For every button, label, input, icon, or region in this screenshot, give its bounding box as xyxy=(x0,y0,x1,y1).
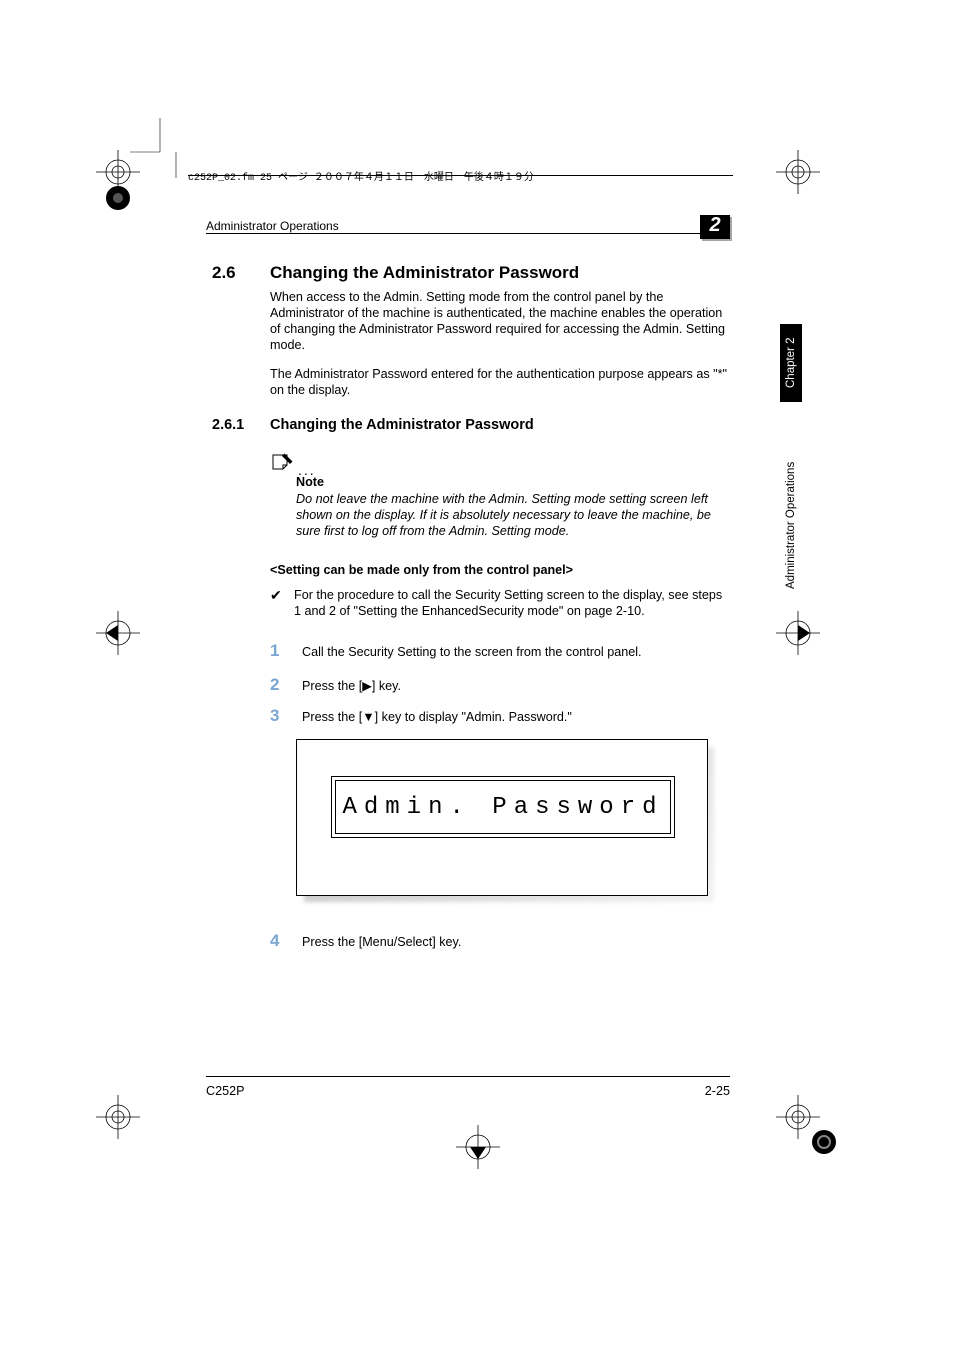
footer-rule xyxy=(206,1076,730,1077)
step-4-num: 4 xyxy=(270,931,279,951)
reg-mark-top-solid xyxy=(104,184,148,228)
reg-mark-bot-right-solid xyxy=(810,1128,854,1172)
step-3-num: 3 xyxy=(270,706,279,726)
frame-info: c252P_02.fm 25 ページ ２００７年４月１１日 水曜日 午後４時１９… xyxy=(188,168,733,186)
note-icon xyxy=(270,452,294,477)
frame-info-rule xyxy=(188,175,733,176)
check-text: For the procedure to call the Security S… xyxy=(294,587,732,619)
section-header: Administrator Operations 2 xyxy=(206,219,730,233)
step-2-text: Press the [▶] key. xyxy=(302,678,732,694)
side-tab-section: Administrator Operations xyxy=(780,440,802,610)
reg-mark-mid-right xyxy=(776,611,820,655)
step-4-text: Press the [Menu/Select] key. xyxy=(302,934,732,950)
step-3-text: Press the [▼] key to display "Admin. Pas… xyxy=(302,709,732,725)
reg-mark-top-right xyxy=(776,150,820,194)
heading-2-num: 2.6 xyxy=(212,263,236,283)
side-tab-chapter: Chapter 2 xyxy=(780,324,802,402)
display-panel: Admin. Password xyxy=(296,739,706,899)
note-body: Do not leave the machine with the Admin.… xyxy=(296,491,732,539)
footer-left: C252P xyxy=(206,1084,245,1098)
paragraph-2: The Administrator Password entered for t… xyxy=(270,366,732,398)
display-panel-frame: Admin. Password xyxy=(296,739,708,896)
reg-mark-bot-center xyxy=(456,1125,500,1169)
section-rule xyxy=(206,233,730,234)
display-text: Admin. Password xyxy=(342,794,663,821)
chapter-badge: 2 xyxy=(700,215,730,239)
heading-2-text: Changing the Administrator Password xyxy=(270,263,579,283)
check-icon: ✔ xyxy=(270,587,282,603)
heading-3-num: 2.6.1 xyxy=(212,417,244,433)
note-heading: Note xyxy=(296,475,324,489)
reg-mark-mid-left xyxy=(96,611,140,655)
sub-heading: <Setting can be made only from the contr… xyxy=(270,563,573,577)
display-screen: Admin. Password xyxy=(331,776,675,838)
reg-mark-bot-left xyxy=(96,1095,140,1139)
step-1-num: 1 xyxy=(270,641,279,661)
step-1-text: Call the Security Setting to the screen … xyxy=(302,644,732,660)
paragraph-1: When access to the Admin. Setting mode f… xyxy=(270,289,732,353)
section-title: Administrator Operations xyxy=(206,219,339,233)
footer-right: 2-25 xyxy=(705,1084,730,1098)
heading-3-text: Changing the Administrator Password xyxy=(270,417,534,433)
step-2-num: 2 xyxy=(270,675,279,695)
crop-corner xyxy=(130,118,190,183)
